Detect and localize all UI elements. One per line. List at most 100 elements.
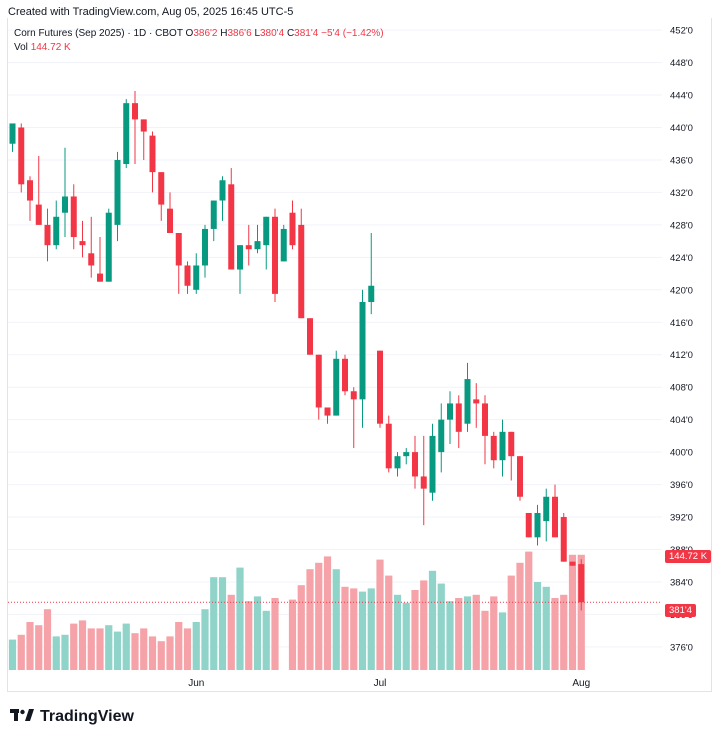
candle-body: [473, 399, 480, 404]
volume-bar: [122, 623, 130, 670]
x-tick-label: Aug: [572, 678, 590, 689]
candle-body: [202, 228, 208, 266]
volume-bar: [297, 585, 305, 670]
volume-bar: [245, 601, 253, 670]
y-tick-label: 384'0: [670, 577, 693, 588]
candle-body: [237, 245, 243, 270]
candle-body: [543, 496, 550, 522]
volume-bar: [367, 588, 375, 670]
chart-legend: Corn Futures (Sep 2025) · 1D · CBOT O386…: [14, 27, 384, 55]
legend-symbol[interactable]: Corn Futures (Sep 2025) · 1D · CBOT: [14, 28, 183, 39]
volume-bar: [542, 586, 550, 670]
legend-low-label: L: [254, 28, 260, 39]
chart-frame: [7, 18, 712, 692]
volume-bar: [358, 591, 367, 670]
volume-bar: [323, 556, 332, 670]
candle-body: [97, 273, 103, 282]
candle-body: [350, 391, 357, 400]
volume-bar: [420, 580, 428, 670]
volume-bar: [131, 633, 139, 670]
y-tick-label: 428'0: [670, 220, 693, 231]
candle-body: [280, 228, 287, 262]
candle-body: [27, 180, 33, 201]
candle-body: [464, 379, 471, 424]
volume-bar: [507, 575, 515, 670]
candle-body: [333, 358, 340, 416]
volume-bar: [551, 598, 559, 670]
volume-bar: [332, 569, 340, 670]
volume-bar: [271, 598, 279, 670]
y-tick-label: 424'0: [670, 253, 693, 264]
volume-bar: [455, 598, 463, 670]
candle-body: [377, 350, 383, 424]
x-tick-label: Jun: [188, 678, 204, 689]
volume-bar: [437, 583, 445, 670]
candle-body: [560, 517, 567, 562]
volume-bar: [192, 622, 200, 670]
y-tick-label: 436'0: [670, 155, 693, 166]
volume-bar: [463, 596, 472, 670]
volume-bar: [411, 590, 419, 670]
volume-bar: [227, 594, 235, 670]
y-tick-label: 400'0: [670, 448, 693, 459]
volume-bar: [35, 625, 43, 670]
candle-body: [315, 354, 322, 408]
legend-vol-label[interactable]: Vol: [14, 42, 28, 53]
candle-body: [534, 512, 541, 538]
y-tick-label: 408'0: [670, 383, 693, 394]
candlestick-chart[interactable]: 452'0 448'0 444'0 440'0 436'0 432'0 428'0 424'0…: [0, 0, 720, 700]
candle-body: [44, 224, 51, 246]
volume-bar: [210, 577, 218, 670]
candle-body: [429, 435, 436, 493]
candle-body: [447, 403, 453, 420]
volume-bar: [577, 554, 585, 670]
volume-bar: [70, 623, 78, 670]
candle-body: [403, 452, 410, 457]
candle-body: [438, 419, 445, 453]
legend-line-ohlc: Corn Futures (Sep 2025) · 1D · CBOT O386…: [14, 27, 384, 41]
candle-body: [184, 265, 191, 286]
volume-bar: [157, 641, 165, 670]
volume-bar: [140, 628, 148, 670]
y-tick-label: 416'0: [670, 318, 693, 329]
candle-body: [455, 403, 462, 432]
volume-bar: [17, 634, 25, 670]
candle-body: [53, 216, 60, 246]
candle-body: [298, 224, 305, 319]
legend-open-value: 386'2: [193, 28, 218, 39]
candle-body: [412, 452, 418, 477]
volume-bar: [498, 612, 507, 670]
volume-bar: [568, 554, 577, 670]
candle-body: [149, 135, 156, 173]
volume-value-tag: 144.72 K: [665, 550, 712, 563]
volume-bar: [385, 575, 393, 670]
y-tick-label: 440'0: [670, 123, 693, 134]
volume-bar: [306, 569, 314, 670]
volume-bar: [490, 596, 498, 670]
y-tick-label: 452'0: [670, 26, 693, 37]
candle-body: [254, 241, 261, 250]
y-tick-label: 444'0: [670, 91, 693, 102]
candle-body: [368, 285, 375, 302]
volume-bar: [446, 601, 454, 670]
volume-bar: [52, 636, 60, 670]
candle-body: [175, 233, 182, 266]
candle-body: [394, 456, 401, 469]
candle-body: [578, 564, 585, 603]
volume-bar: [61, 634, 69, 670]
volume-bar: [472, 594, 480, 670]
volume-bar: [43, 609, 52, 670]
candle-body: [482, 403, 488, 436]
candle-body: [193, 265, 200, 290]
candle-body: [35, 204, 42, 225]
volume-bar: [402, 602, 410, 670]
candle-body: [289, 212, 296, 246]
tradingview-brand[interactable]: TradingView: [10, 707, 134, 727]
candle-body: [385, 423, 392, 469]
volume-bar: [253, 596, 262, 670]
candle-body: [552, 496, 558, 538]
y-tick-label: 376'0: [670, 642, 693, 653]
chart-caption: Created with TradingView.com, Aug 05, 20…: [8, 6, 294, 18]
legend-line-volume: Vol 144.72 K: [14, 41, 384, 55]
candle-body: [499, 431, 506, 461]
